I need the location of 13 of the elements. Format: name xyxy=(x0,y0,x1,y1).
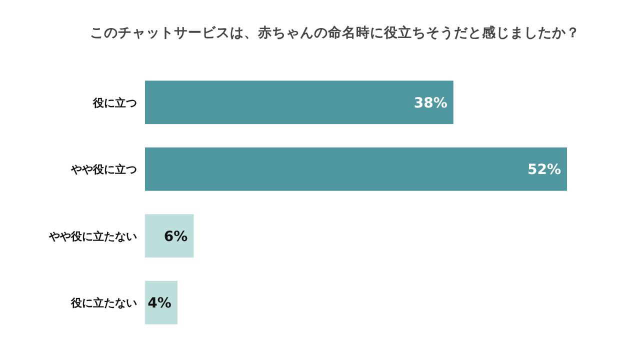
data-label: 52% xyxy=(527,162,561,178)
bar xyxy=(145,147,567,191)
chart-title: このチャットサービスは、赤ちゃんの命名時に役立ちそうだと感じましたか？ xyxy=(90,24,580,41)
y-tick-label: やや役に立つ xyxy=(70,163,137,176)
y-tick-label: 役に立つ xyxy=(92,96,137,110)
data-label: 38% xyxy=(414,95,448,112)
data-label: 6% xyxy=(164,228,188,245)
y-tick-label: 役に立たない xyxy=(70,296,137,310)
bar xyxy=(145,80,454,124)
bar xyxy=(145,280,178,324)
data-label: 4% xyxy=(148,296,172,312)
bar xyxy=(145,214,194,258)
y-tick-label: やや役に立たない xyxy=(48,230,137,243)
